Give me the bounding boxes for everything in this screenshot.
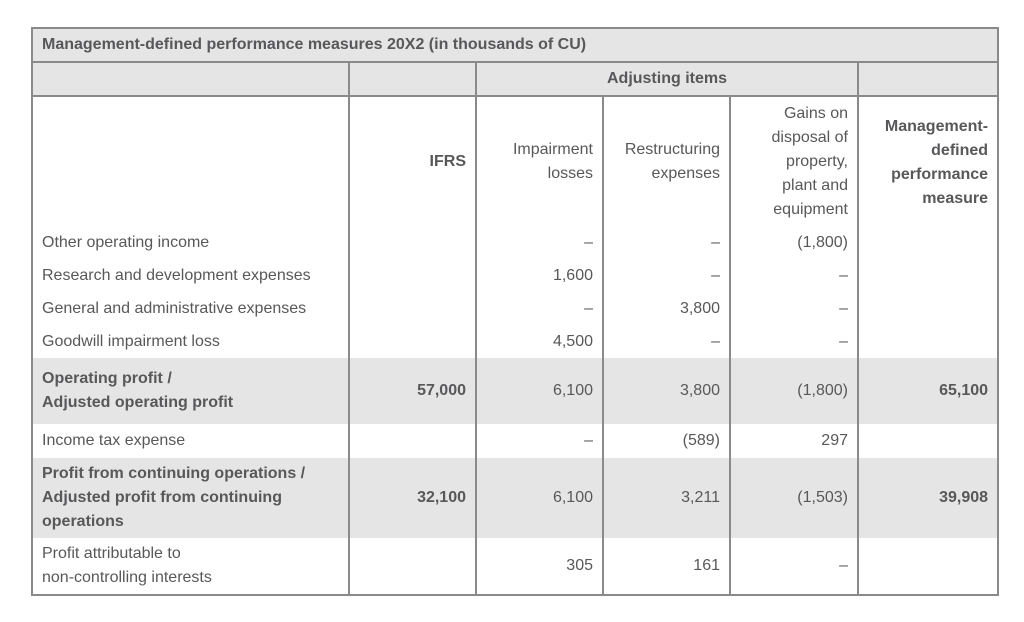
cell-mdpm: 65,100 [856,358,1000,424]
cell-impairment: – [475,292,604,325]
cell-ifrs: 57,000 [348,358,477,424]
cell-mdpm [856,292,1000,325]
table-row: Income tax expense – (589) 297 [31,424,1000,458]
header-empty-label [31,96,350,226]
row-label: Profit attributable to non-controlling in… [31,538,350,596]
row-label: General and administrative expenses [31,292,350,325]
column-header-ifrs: IFRS [348,96,477,226]
cell-ifrs: 32,100 [348,458,477,538]
cell-restructuring: 3,800 [602,292,731,325]
cell-gains: 297 [729,424,859,458]
row-label: Goodwill impairment loss [31,325,350,358]
cell-mdpm [856,325,1000,358]
cell-gains: (1,800) [729,226,859,259]
cell-restructuring: 3,211 [602,458,731,538]
performance-measures-table-wrapper: Management-defined performance measures … [30,27,1000,596]
table-title-row: Management-defined performance measures … [30,28,1000,63]
cell-mdpm [856,259,1000,292]
table-row-operating-profit: Operating profit / Adjusted operating pro… [31,358,1000,424]
row-label: Income tax expense [31,424,350,458]
cell-gains: – [729,259,859,292]
cell-impairment: 6,100 [475,358,604,424]
column-header-restructuring: Restructuring expenses [602,96,731,226]
cell-mdpm [856,226,1000,259]
cell-ifrs [348,424,477,458]
cell-ifrs [348,226,477,259]
cell-gains: – [729,538,859,596]
cell-restructuring: – [602,226,731,259]
cell-impairment: 4,500 [475,325,604,358]
table-row: General and administrative expenses – 3,… [31,292,1000,325]
cell-mdpm: 39,908 [856,458,1000,538]
cell-mdpm [856,538,1000,596]
cell-impairment: – [475,424,604,458]
cell-impairment: 6,100 [475,458,604,538]
table-row: Research and development expenses 1,600 … [31,259,1000,292]
column-header-mdpm: Management-defined performance measure [856,96,1000,226]
cell-impairment: 1,600 [475,259,604,292]
band-empty-mdpm [856,62,1000,97]
row-label: Research and development expenses [31,259,350,292]
column-header-gains: Gains on disposal of property, plant and equ… [729,96,859,226]
cell-ifrs [348,538,477,596]
cell-impairment: 305 [475,538,604,596]
table-row: Other operating income – – (1,800) [31,226,1000,259]
row-label: Other operating income [31,226,350,259]
band-empty-ifrs [348,62,477,97]
cell-ifrs [348,325,477,358]
cell-mdpm [856,424,1000,458]
table-title: Management-defined performance measures … [30,28,1000,63]
cell-ifrs [348,292,477,325]
cell-restructuring: – [602,325,731,358]
column-header-row: IFRS Impairment losses Restructuring expen… [31,96,1000,226]
row-label: Operating profit / Adjusted operating pro… [31,358,350,424]
band-empty-label [31,62,350,97]
cell-restructuring: 3,800 [602,358,731,424]
adjusting-items-band-row: Adjusting items [31,62,1000,97]
cell-gains: – [729,292,859,325]
table-row: Goodwill impairment loss 4,500 – – [31,325,1000,358]
cell-restructuring: – [602,259,731,292]
performance-measures-table: Management-defined performance measures … [30,27,1000,596]
table-row: Profit attributable to non-controlling in… [31,538,1000,596]
cell-impairment: – [475,226,604,259]
row-label: Profit from continuing operations / Adjus… [31,458,350,538]
cell-restructuring: 161 [602,538,731,596]
cell-gains: (1,503) [729,458,859,538]
adjusting-items-header: Adjusting items [475,62,859,97]
column-header-impairment: Impairment losses [475,96,604,226]
cell-gains: – [729,325,859,358]
cell-restructuring: (589) [602,424,731,458]
cell-ifrs [348,259,477,292]
cell-gains: (1,800) [729,358,859,424]
table-row-continuing-operations: Profit from continuing operations / Adjus… [31,458,1000,538]
